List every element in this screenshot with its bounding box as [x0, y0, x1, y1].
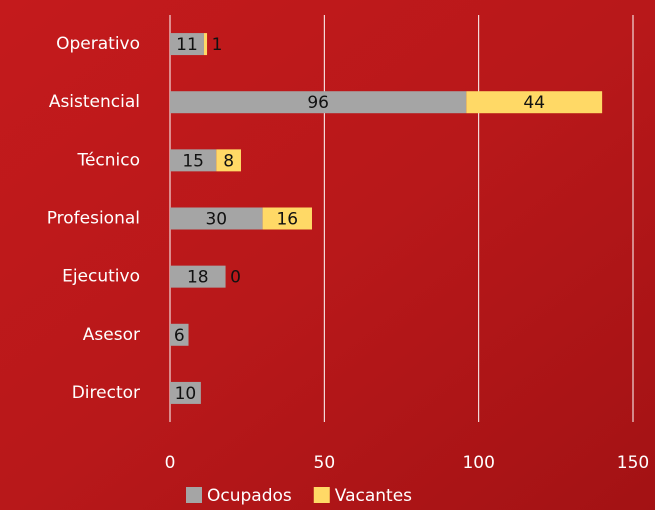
data-label: 1 — [212, 35, 223, 55]
y-tick-label: Director — [72, 383, 140, 403]
data-label: 8 — [223, 151, 234, 171]
x-tick-label: 0 — [165, 453, 176, 473]
data-label: 96 — [307, 93, 329, 113]
legend-swatch — [186, 487, 202, 503]
data-label: 30 — [205, 210, 227, 230]
data-label: 44 — [523, 93, 545, 113]
x-tick-label: 100 — [462, 453, 494, 473]
bar-segment — [170, 265, 226, 288]
bar-segment — [466, 91, 603, 114]
data-label: 0 — [230, 268, 241, 288]
y-tick-label: Operativo — [56, 34, 140, 54]
data-label: 11 — [176, 35, 198, 55]
y-tick-label: Asistencial — [49, 92, 140, 112]
x-tick-label: 50 — [314, 453, 336, 473]
bar-segment — [203, 33, 208, 56]
data-label: 15 — [182, 151, 204, 171]
y-tick-label: Ejecutivo — [62, 267, 140, 287]
legend-swatch — [313, 487, 330, 503]
data-label: 16 — [276, 210, 298, 230]
x-tick-label: 150 — [617, 453, 649, 473]
bar-segment — [170, 207, 263, 230]
y-tick-label: Técnico — [76, 150, 140, 170]
legend-label: Ocupados — [207, 486, 292, 506]
data-label: 18 — [187, 268, 209, 288]
y-tick-label: Profesional — [47, 209, 140, 229]
legend-label: Vacantes — [335, 486, 412, 506]
bar-segment — [216, 149, 241, 172]
bar-segment — [170, 91, 467, 114]
bar-segment — [262, 207, 312, 230]
bar-segment — [170, 323, 189, 346]
bar-segment — [170, 149, 217, 172]
data-label: 6 — [174, 326, 185, 346]
bar-segment — [170, 33, 204, 56]
y-tick-label: Asesor — [83, 325, 140, 345]
bar-segment — [170, 381, 201, 404]
data-label: 10 — [175, 384, 197, 404]
